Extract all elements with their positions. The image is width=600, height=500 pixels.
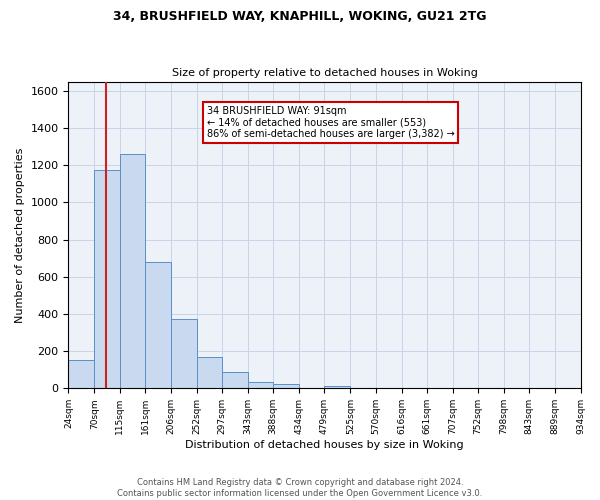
Y-axis label: Number of detached properties: Number of detached properties	[15, 148, 25, 322]
Bar	[68, 360, 94, 388]
Bar	[273, 384, 299, 388]
Bar	[171, 318, 197, 388]
Bar	[197, 356, 222, 388]
Bar	[145, 262, 171, 388]
Title: Size of property relative to detached houses in Woking: Size of property relative to detached ho…	[172, 68, 478, 78]
Text: 34 BRUSHFIELD WAY: 91sqm
← 14% of detached houses are smaller (553)
86% of semi-: 34 BRUSHFIELD WAY: 91sqm ← 14% of detach…	[206, 106, 454, 140]
Bar	[94, 170, 119, 388]
Bar	[248, 382, 273, 388]
Text: Contains HM Land Registry data © Crown copyright and database right 2024.
Contai: Contains HM Land Registry data © Crown c…	[118, 478, 482, 498]
Bar	[119, 154, 145, 388]
Bar	[222, 372, 248, 388]
Text: 34, BRUSHFIELD WAY, KNAPHILL, WOKING, GU21 2TG: 34, BRUSHFIELD WAY, KNAPHILL, WOKING, GU…	[113, 10, 487, 23]
Bar	[325, 386, 350, 388]
X-axis label: Distribution of detached houses by size in Woking: Distribution of detached houses by size …	[185, 440, 464, 450]
